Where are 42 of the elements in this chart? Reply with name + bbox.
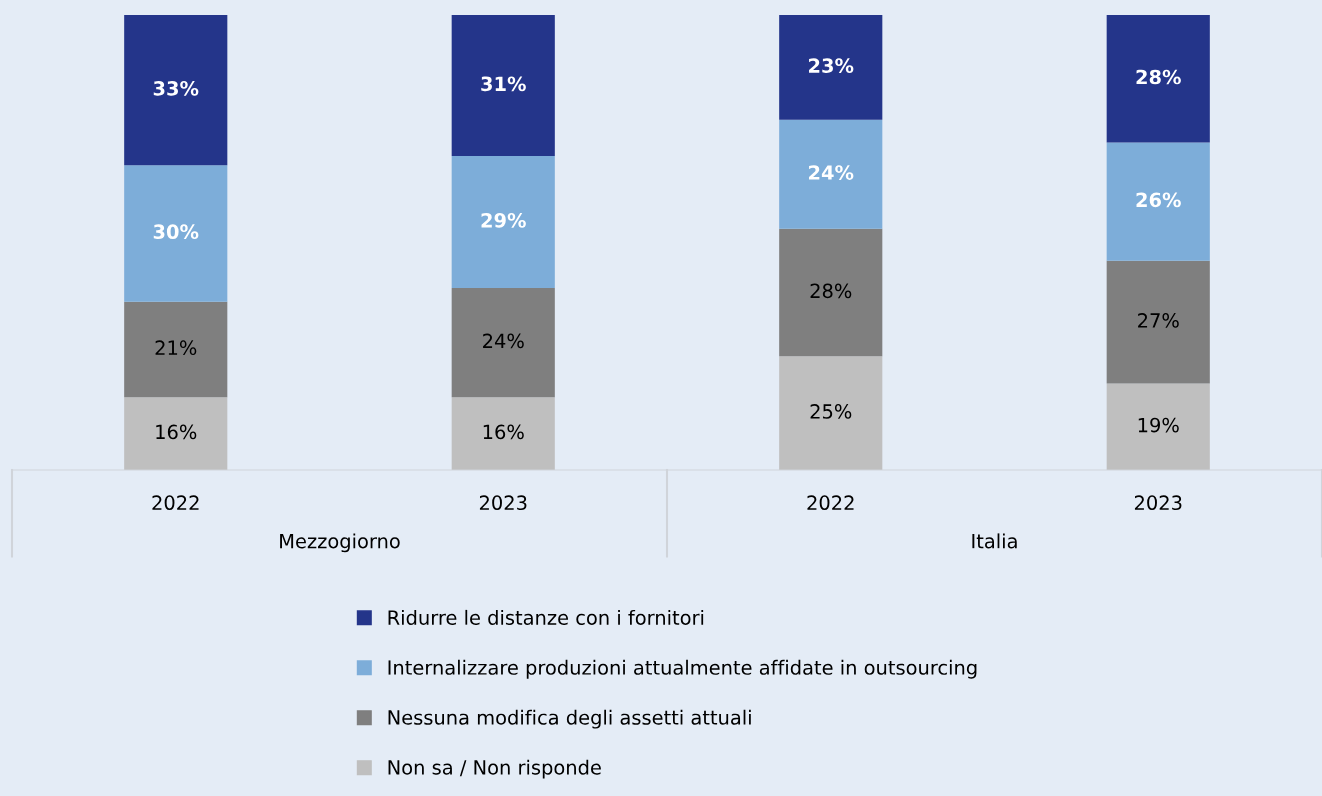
data-label: 27%	[1138, 313, 1179, 328]
data-label: 28%	[1136, 69, 1181, 85]
text: Mezzogiorno	[280, 533, 400, 553]
x-tick-label: 2023	[479, 495, 527, 511]
legend-label: Internalizzare produzioni attualmente affidate in outsourcing	[388, 659, 977, 679]
bar	[1106, 142, 1210, 261]
data-label: 24%	[483, 333, 524, 349]
data-label: 16%	[156, 424, 197, 440]
bar	[779, 228, 883, 357]
data-label: 23%	[809, 58, 854, 73]
bar	[1106, 383, 1210, 470]
data-label: 26%	[1136, 192, 1181, 208]
bar	[779, 15, 883, 120]
data-label: 29%	[481, 212, 526, 228]
bar	[1106, 260, 1210, 384]
bar	[124, 15, 228, 166]
legend-label: Nessuna modifica degli assetti attuali	[388, 709, 751, 729]
bar	[779, 356, 883, 470]
text: Italia	[972, 533, 1017, 549]
x-tick-label: 2022	[807, 495, 854, 511]
data-label: 25%	[810, 404, 852, 419]
bar	[451, 156, 555, 288]
bar	[779, 119, 883, 229]
legend-label: Non sa / Non risponde	[388, 759, 601, 779]
bar	[124, 397, 228, 470]
legend-label: Ridurre le distanze con i fornitori	[388, 609, 704, 625]
data-label: 30%	[153, 224, 199, 240]
bar	[124, 301, 228, 398]
data-label: 33%	[153, 81, 199, 96]
bar	[451, 288, 555, 398]
data-label: 28%	[810, 283, 852, 299]
bar	[451, 15, 555, 157]
data-label: 24%	[809, 165, 854, 180]
x-tick-label: 2022	[152, 495, 199, 511]
data-label: 19%	[1138, 417, 1179, 433]
data-label: 16%	[483, 424, 524, 440]
bar	[451, 397, 555, 470]
bar	[124, 165, 228, 302]
data-label: 31%	[481, 76, 526, 92]
bar	[1106, 15, 1210, 143]
x-tick-label: 2023	[1134, 495, 1182, 511]
data-label: 21%	[155, 340, 197, 356]
